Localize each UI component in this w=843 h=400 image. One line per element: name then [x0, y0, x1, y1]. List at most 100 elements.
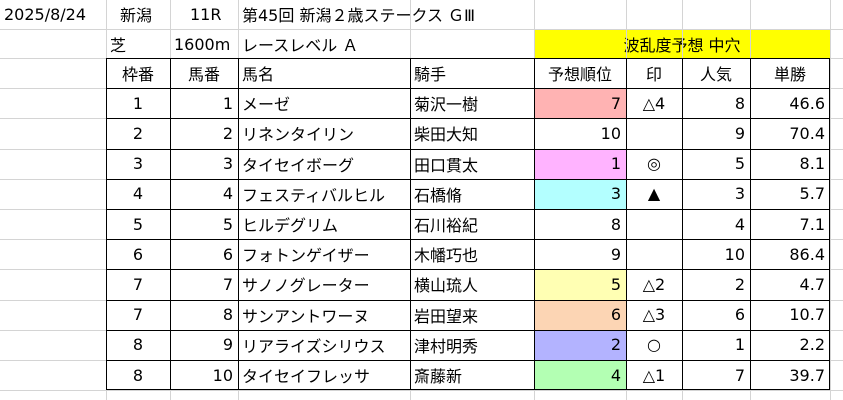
- table-column-border: [410, 58, 411, 391]
- cell-jockey[interactable]: 津村明秀: [414, 336, 479, 356]
- cell-horse-name[interactable]: サンアントワーヌ: [242, 306, 370, 326]
- column-header-jockey[interactable]: 騎手: [414, 65, 447, 85]
- cell-popularity[interactable]: 3: [734, 184, 745, 204]
- cell-popularity[interactable]: 10: [724, 244, 745, 264]
- column-header-win-odds[interactable]: 単勝: [773, 65, 806, 85]
- cell-popularity[interactable]: 5: [734, 154, 745, 174]
- cell-umaban[interactable]: 7: [222, 274, 233, 294]
- cell-horse-name[interactable]: サノノグレーター: [242, 276, 370, 296]
- cell-forecast-rank[interactable]: 3: [534, 178, 626, 209]
- cell-waku[interactable]: 3: [132, 154, 144, 174]
- cell-jockey[interactable]: 木幡巧也: [414, 246, 479, 266]
- cell-forecast-rank[interactable]: 7: [534, 88, 626, 119]
- column-header-horse-name[interactable]: 馬名: [242, 65, 275, 85]
- cell-jockey[interactable]: 斎藤新: [414, 367, 463, 387]
- cell-mark[interactable]: △4: [642, 93, 666, 113]
- cell-win-odds[interactable]: 2.2: [799, 335, 825, 355]
- cell-horse-name[interactable]: リネンタイリン: [242, 125, 355, 145]
- cell-umaban[interactable]: 4: [222, 184, 233, 204]
- cell-mark[interactable]: ○: [647, 335, 661, 355]
- column-header-forecast-rank[interactable]: 予想順位: [547, 65, 612, 85]
- cell-popularity[interactable]: 2: [734, 274, 745, 294]
- cell-mark[interactable]: △2: [642, 274, 666, 294]
- cell-waku[interactable]: 4: [132, 184, 144, 204]
- cell-jockey[interactable]: 横山琉人: [414, 276, 479, 296]
- cell-win-odds[interactable]: 46.6: [789, 93, 825, 113]
- cell-horse-name[interactable]: ヒルデグリム: [242, 216, 339, 236]
- cell-waku[interactable]: 2: [132, 123, 144, 143]
- cell-horse-name[interactable]: リアライズシリウス: [242, 336, 386, 356]
- cell-jockey[interactable]: 石川裕紀: [414, 216, 479, 236]
- race-condition-row: 芝 1600m レースレベル Ａ 波乱度予想 中穴: [0, 30, 843, 58]
- cell-forecast-rank[interactable]: 9: [610, 244, 621, 264]
- column-header-waku[interactable]: 枠番: [121, 65, 154, 85]
- cell-umaban[interactable]: 9: [222, 335, 233, 355]
- cell-win-odds[interactable]: 4.7: [799, 274, 825, 294]
- race-name[interactable]: 第45回 新潟２歳ステークス ＧⅢ: [242, 6, 476, 25]
- cell-umaban[interactable]: 3: [222, 154, 233, 174]
- cell-forecast-rank[interactable]: 4: [534, 360, 626, 391]
- cell-popularity[interactable]: 8: [734, 93, 745, 113]
- column-header-popularity[interactable]: 人気: [699, 65, 732, 85]
- cell-umaban[interactable]: 5: [222, 214, 233, 234]
- cell-jockey[interactable]: 柴田大知: [414, 125, 479, 145]
- cell-forecast-rank[interactable]: 5: [534, 269, 626, 300]
- cell-horse-name[interactable]: タイセイフレッサ: [242, 367, 371, 387]
- cell-forecast-rank[interactable]: 8: [610, 214, 621, 234]
- cell-jockey[interactable]: 石橋脩: [414, 185, 463, 205]
- cell-forecast-rank[interactable]: 6: [534, 299, 626, 330]
- cell-mark[interactable]: ◎: [647, 154, 661, 174]
- cell-win-odds[interactable]: 5.7: [799, 184, 825, 204]
- cell-jockey[interactable]: 田口貫太: [414, 155, 479, 175]
- cell-forecast-rank[interactable]: 1: [534, 148, 626, 179]
- cell-horse-name[interactable]: フォトンゲイザー: [242, 246, 370, 266]
- cell-umaban[interactable]: 6: [222, 244, 233, 264]
- race-venue[interactable]: 新潟: [120, 6, 153, 25]
- race-date[interactable]: 2025/8/24: [4, 4, 87, 24]
- cell-horse-name[interactable]: メーゼ: [242, 95, 291, 115]
- cell-umaban[interactable]: 2: [222, 123, 233, 143]
- column-header-mark[interactable]: 印: [645, 65, 662, 85]
- cell-umaban[interactable]: 10: [212, 365, 233, 385]
- cell-popularity[interactable]: 6: [734, 305, 745, 325]
- table-row: 7 8 サンアントワーヌ 岩田望来 6 △3 6 10.7: [0, 299, 843, 330]
- cell-mark[interactable]: △1: [642, 365, 666, 385]
- cell-jockey[interactable]: 岩田望来: [414, 306, 479, 326]
- cell-umaban[interactable]: 1: [222, 93, 233, 113]
- cell-win-odds[interactable]: 39.7: [789, 365, 825, 385]
- race-surface[interactable]: 芝: [110, 36, 127, 55]
- cell-win-odds[interactable]: 10.7: [789, 305, 825, 325]
- race-number[interactable]: 11R: [190, 4, 222, 24]
- cell-waku[interactable]: 6: [132, 244, 144, 264]
- cell-waku[interactable]: 8: [132, 335, 144, 355]
- table-column-border: [750, 58, 751, 391]
- cell-waku[interactable]: 7: [132, 274, 144, 294]
- cell-popularity[interactable]: 4: [734, 214, 745, 234]
- cell-mark[interactable]: ▲: [647, 184, 661, 204]
- table-column-border: [238, 58, 239, 391]
- cell-win-odds[interactable]: 8.1: [799, 154, 825, 174]
- cell-popularity[interactable]: 7: [734, 365, 745, 385]
- cell-win-odds[interactable]: 70.4: [789, 123, 825, 143]
- cell-win-odds[interactable]: 86.4: [789, 244, 825, 264]
- cell-horse-name[interactable]: タイセイボーグ: [242, 155, 355, 175]
- cell-umaban[interactable]: 8: [222, 305, 233, 325]
- cell-waku[interactable]: 5: [132, 214, 144, 234]
- table-row-border: [106, 179, 830, 180]
- table-column-border: [626, 58, 627, 391]
- cell-waku[interactable]: 7: [132, 305, 144, 325]
- cell-popularity[interactable]: 1: [734, 335, 745, 355]
- cell-forecast-rank[interactable]: 10: [600, 123, 621, 143]
- cell-win-odds[interactable]: 7.1: [799, 214, 825, 234]
- cell-jockey[interactable]: 菊沢一樹: [414, 95, 479, 115]
- cell-waku[interactable]: 8: [132, 365, 144, 385]
- cell-forecast-rank[interactable]: 2: [534, 329, 626, 360]
- column-header-umaban[interactable]: 馬番: [187, 65, 220, 85]
- cell-popularity[interactable]: 9: [734, 123, 745, 143]
- cell-waku[interactable]: 1: [132, 93, 144, 113]
- race-distance[interactable]: 1600m: [174, 34, 231, 54]
- cell-horse-name[interactable]: フェスティバルヒル: [242, 185, 386, 205]
- cell-mark[interactable]: △3: [642, 305, 666, 325]
- race-level[interactable]: レースレベル Ａ: [242, 36, 359, 55]
